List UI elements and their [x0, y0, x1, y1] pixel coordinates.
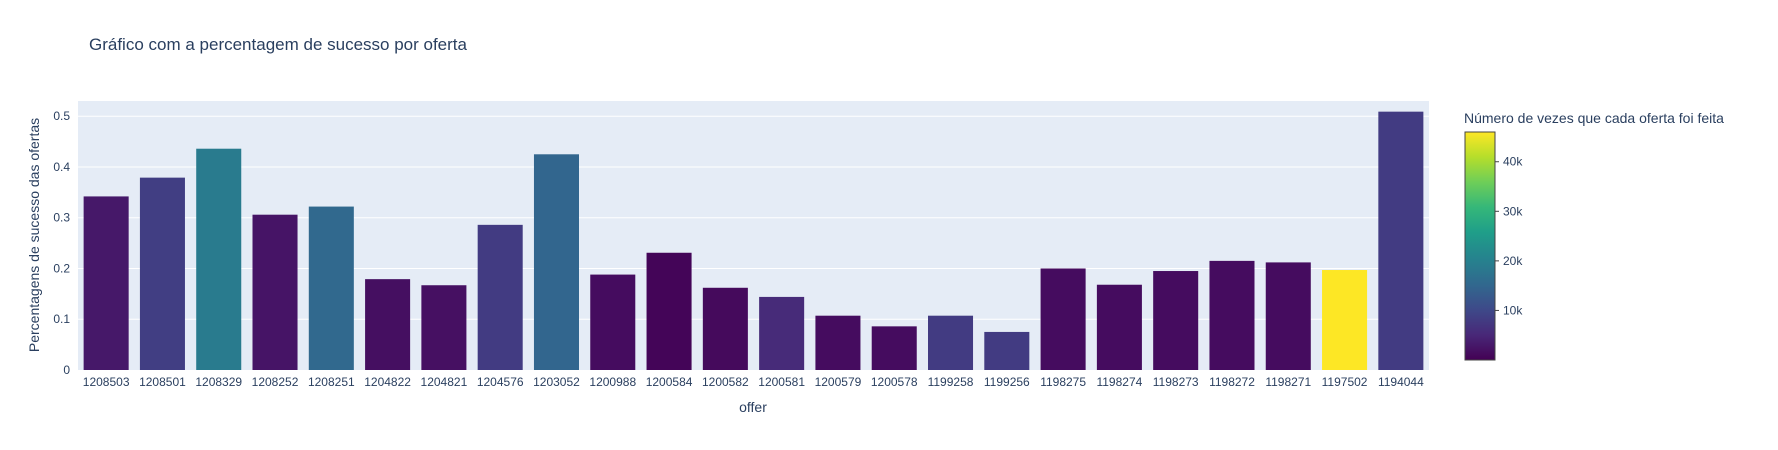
- x-axis-label: offer: [739, 399, 767, 415]
- bar: [139, 177, 185, 370]
- colorbar-tick-label: 40k: [1503, 155, 1523, 169]
- bar: [1096, 284, 1142, 370]
- x-tick-label: 1204821: [421, 375, 468, 389]
- bar: [646, 252, 692, 370]
- y-tick-labels: 0 0.1 0.2 0.3 0.4 0.5: [53, 109, 70, 377]
- x-tick-label: 1203052: [533, 375, 580, 389]
- x-tick-label: 1208503: [83, 375, 130, 389]
- x-tick-label: 1200988: [589, 375, 636, 389]
- x-tick-label: 1198274: [1096, 375, 1142, 389]
- bar: [1322, 270, 1368, 370]
- bar: [477, 224, 523, 370]
- x-tick-label: 1199256: [984, 375, 1030, 389]
- bar: [590, 274, 636, 370]
- bar: [702, 287, 748, 370]
- bar: [759, 296, 805, 370]
- plot-area: [78, 101, 1429, 370]
- colorbar: [1464, 131, 1496, 361]
- bar: [83, 196, 129, 370]
- bar: [1040, 268, 1086, 370]
- x-tick-label: 1200581: [758, 375, 805, 389]
- x-tick-label: 1208501: [139, 375, 186, 389]
- x-tick-label: 1200584: [646, 375, 693, 389]
- x-tick-label: 1204576: [477, 375, 524, 389]
- x-tick-label: 1208252: [252, 375, 299, 389]
- x-tick-label: 1197502: [1322, 375, 1368, 389]
- bar: [308, 206, 354, 370]
- x-tick-label: 1208251: [308, 375, 355, 389]
- bar: [871, 326, 917, 370]
- bar: [1209, 260, 1255, 370]
- colorbar-tick-label: 20k: [1503, 254, 1523, 268]
- y-tick-label: 0.2: [53, 261, 70, 275]
- bar: [1265, 262, 1311, 370]
- colorbar-tick-labels: 10k 20k 30k 40k: [1495, 155, 1523, 317]
- bar: [984, 331, 1030, 370]
- chart-title: Gráfico com a percentagem de sucesso por…: [89, 35, 468, 54]
- bar: [252, 214, 298, 370]
- x-tick-label: 1198271: [1265, 375, 1311, 389]
- bar: [196, 148, 242, 370]
- bar: [365, 279, 411, 370]
- x-tick-label: 1200578: [871, 375, 918, 389]
- bar: [533, 154, 579, 370]
- x-tick-label: 1198275: [1040, 375, 1086, 389]
- bar: [815, 315, 861, 370]
- x-tick-label: 1208329: [195, 375, 242, 389]
- y-tick-label: 0.5: [53, 109, 70, 123]
- x-tick-label: 1204822: [364, 375, 411, 389]
- x-tick-label: 1199258: [928, 375, 974, 389]
- x-tick-label: 1200579: [815, 375, 862, 389]
- colorbar-title: Número de vezes que cada oferta foi feit…: [1464, 110, 1724, 126]
- x-tick-label: 1198273: [1153, 375, 1199, 389]
- x-tick-label: 1194044: [1378, 375, 1424, 389]
- y-tick-label: 0.3: [53, 211, 70, 225]
- gridlines: [78, 115, 1429, 320]
- y-tick-label: 0.1: [53, 312, 70, 326]
- x-tick-labels: 1208503 1208501 1208329 1208252 1208251 12048…: [83, 375, 1424, 389]
- x-tick-label: 1198272: [1209, 375, 1255, 389]
- colorbar-tick-label: 30k: [1503, 204, 1523, 218]
- colorbar-tick-label: 10k: [1503, 303, 1523, 317]
- y-tick-label: 0: [63, 363, 70, 377]
- bar: [928, 315, 974, 370]
- y-tick-label: 0.4: [53, 160, 70, 174]
- bars: [83, 111, 1424, 370]
- bar: [1378, 111, 1424, 370]
- x-tick-label: 1200582: [702, 375, 749, 389]
- bar: [1153, 271, 1199, 370]
- y-axis-label: Percentagens de sucesso das ofertas: [26, 118, 42, 352]
- bar: [421, 285, 467, 370]
